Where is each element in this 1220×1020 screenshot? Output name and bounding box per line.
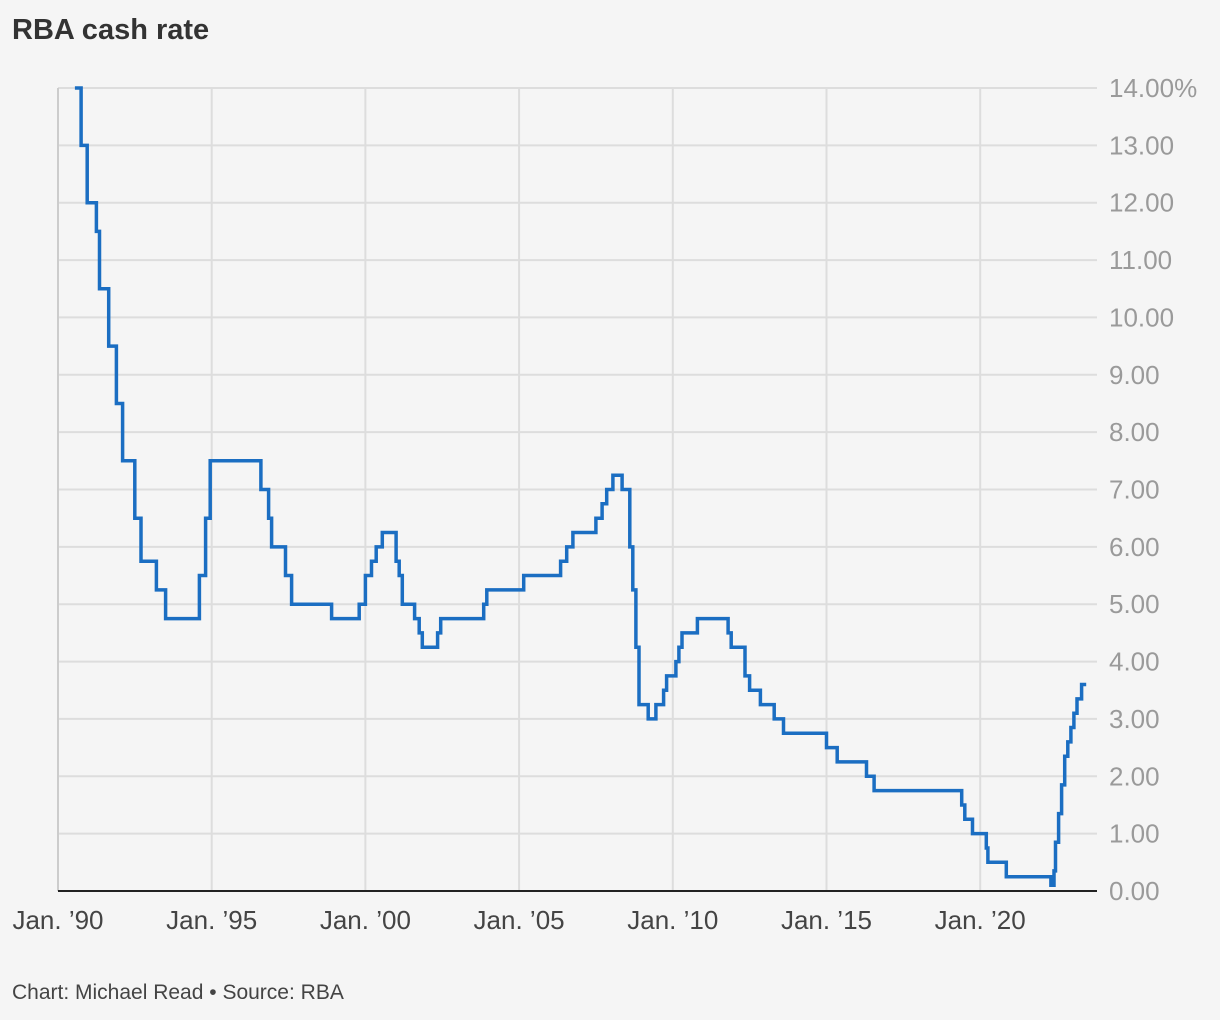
x-tick-label: Jan. ’10	[627, 905, 718, 935]
x-tick-label: Jan. ’15	[781, 905, 872, 935]
y-tick-label: 6.00	[1109, 532, 1160, 562]
y-tick-label: 7.00	[1109, 475, 1160, 505]
y-tick-label: 3.00	[1109, 704, 1160, 734]
axes	[57, 88, 1097, 892]
y-tick-label: 11.00	[1109, 245, 1172, 275]
y-tick-label: 10.00	[1109, 302, 1174, 332]
x-tick-label: Jan. ’00	[320, 905, 411, 935]
y-tick-label: 5.00	[1109, 589, 1160, 619]
x-tick-label: Jan. ’95	[166, 905, 257, 935]
grid-lines	[57, 87, 1097, 891]
y-tick-label: 8.00	[1109, 417, 1160, 447]
x-tick-label: Jan. ’90	[12, 905, 103, 935]
x-axis-ticks: Jan. ’90 Jan. ’95 Jan. ’00 Jan. ’05 Jan. ’10…	[12, 905, 1025, 935]
chart-footer: Chart: Michael Read • Source: RBA	[12, 981, 344, 1004]
x-tick-label: Jan. ’05	[474, 905, 565, 935]
y-tick-label: 9.00	[1109, 360, 1160, 390]
series-line-0	[74, 86, 1087, 888]
chart-title: RBA cash rate	[12, 14, 210, 46]
y-tick-label: 0.00	[1109, 876, 1160, 906]
y-tick-label: 1.00	[1109, 819, 1160, 849]
y-tick-label: 4.00	[1109, 647, 1160, 677]
y-tick-label: 13.00	[1109, 130, 1174, 160]
series-layer	[74, 86, 1087, 888]
y-tick-label: 14.00%	[1109, 73, 1197, 103]
y-tick-label: 2.00	[1109, 761, 1160, 791]
y-tick-label: 12.00	[1109, 188, 1174, 218]
y-axis-ticks: 0.00 1.00 2.00 3.00 4.00 5.00 6.00 7.00 8.00 9.00…	[1109, 73, 1197, 906]
x-tick-label: Jan. ’20	[935, 905, 1026, 935]
